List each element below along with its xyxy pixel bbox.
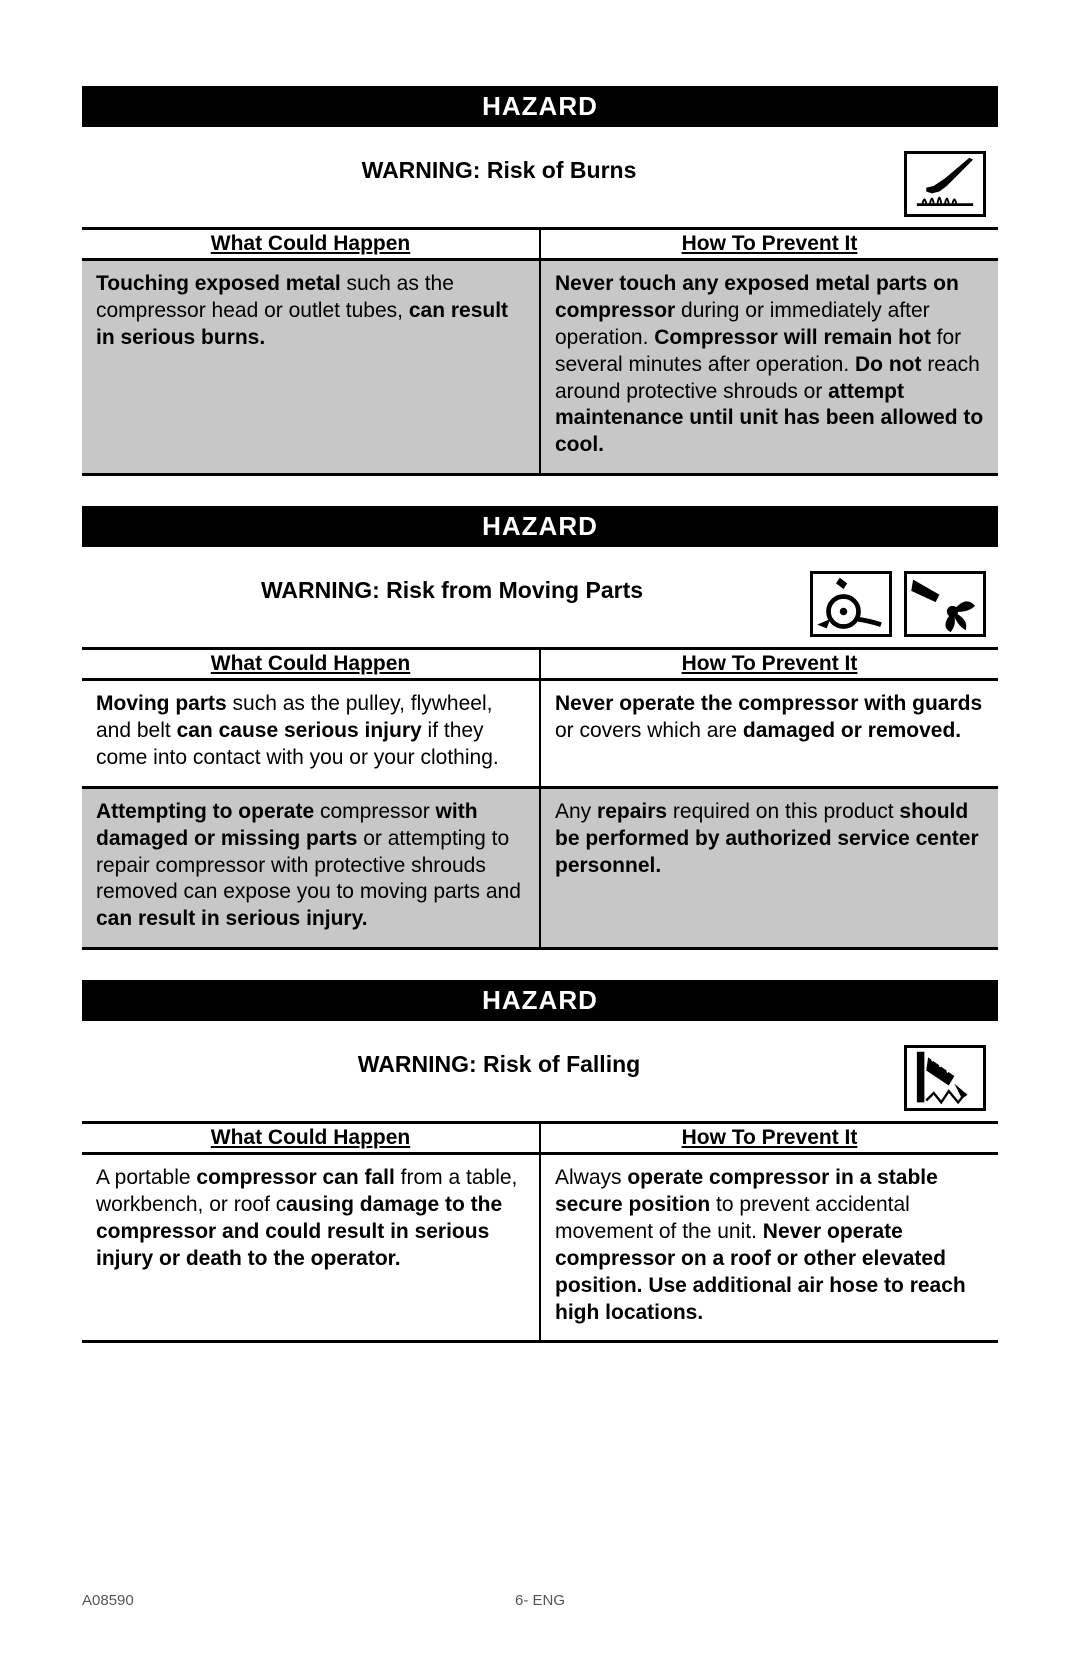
header-how-to-prevent: How To Prevent It <box>541 650 998 678</box>
hazard-banner: HAZARD <box>82 980 998 1021</box>
warning-row: WARNING: Risk of Falling <box>82 1045 998 1111</box>
header-what-could-happen: What Could Happen <box>82 1124 539 1152</box>
cell-how-to-prevent: Never touch any exposed metal parts on c… <box>541 261 998 473</box>
warning-title: WARNING: Risk of Burns <box>94 151 904 184</box>
table-row: Touching exposed metal such as the compr… <box>82 261 998 476</box>
table-header-row: What Could HappenHow To Prevent It <box>82 1121 998 1155</box>
icon-group <box>904 1045 986 1111</box>
cell-how-to-prevent: Always operate compressor in a stable se… <box>541 1155 998 1340</box>
header-how-to-prevent: How To Prevent It <box>541 230 998 258</box>
icon-group <box>904 151 986 217</box>
table-row: A portable compressor can fall from a ta… <box>82 1155 998 1343</box>
footer-doc-id: A08590 <box>82 1592 387 1609</box>
table-header-row: What Could HappenHow To Prevent It <box>82 227 998 261</box>
fan-icon <box>904 571 986 637</box>
header-what-could-happen: What Could Happen <box>82 650 539 678</box>
hazard-banner: HAZARD <box>82 506 998 547</box>
pulley-icon <box>810 571 892 637</box>
table-row: Moving parts such as the pulley, flywhee… <box>82 681 998 789</box>
header-how-to-prevent: How To Prevent It <box>541 1124 998 1152</box>
hazard-banner: HAZARD <box>82 86 998 127</box>
burn-icon <box>904 151 986 217</box>
cell-what-could-happen: Moving parts such as the pulley, flywhee… <box>82 681 539 786</box>
cell-what-could-happen: A portable compressor can fall from a ta… <box>82 1155 539 1340</box>
header-what-could-happen: What Could Happen <box>82 230 539 258</box>
page-footer: A08590 6- ENG <box>82 1592 998 1609</box>
cell-how-to-prevent: Never operate the compressor with guards… <box>541 681 998 786</box>
warning-row: WARNING: Risk of Burns <box>82 151 998 217</box>
cell-what-could-happen: Attempting to operate compressor with da… <box>82 789 539 947</box>
table-header-row: What Could HappenHow To Prevent It <box>82 647 998 681</box>
cell-what-could-happen: Touching exposed metal such as the compr… <box>82 261 539 473</box>
table-row: Attempting to operate compressor with da… <box>82 789 998 950</box>
cell-how-to-prevent: Any repairs required on this product sho… <box>541 789 998 947</box>
warning-title: WARNING: Risk of Falling <box>94 1045 904 1078</box>
fall-icon <box>904 1045 986 1111</box>
warning-title: WARNING: Risk from Moving Parts <box>94 571 810 604</box>
icon-group <box>810 571 986 637</box>
footer-page: 6- ENG <box>387 1592 692 1609</box>
warning-row: WARNING: Risk from Moving Parts <box>82 571 998 637</box>
